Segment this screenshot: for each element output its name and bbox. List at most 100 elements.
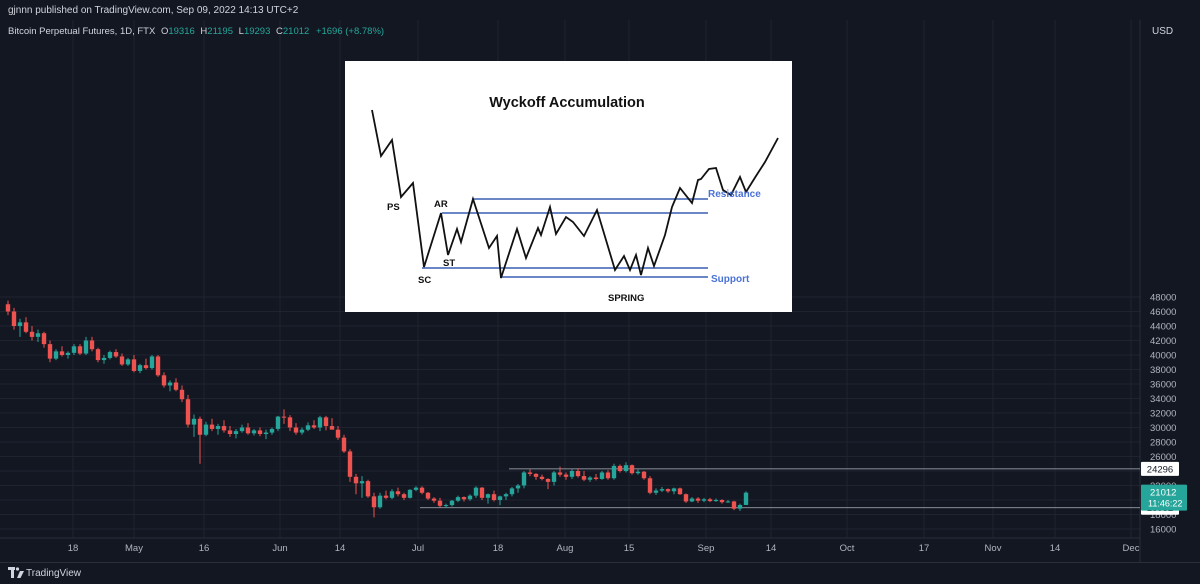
candle [35, 329, 41, 342]
time-axis[interactable]: 18 May 16 Jun 14 Jul 18 Aug 15 Sep 14 Oct 17 Nov 14 Dec [68, 543, 1140, 554]
x-tick-label: 15 [624, 543, 635, 554]
candle [239, 424, 245, 433]
candle [77, 344, 83, 355]
candle [179, 385, 185, 403]
candle [191, 414, 197, 437]
candle [509, 486, 515, 497]
candle [203, 421, 209, 437]
y-tick-label: 38000 [1150, 365, 1176, 376]
y-tick-label: 42000 [1150, 336, 1176, 347]
y-tick-label: 18000 [1150, 510, 1176, 521]
last-price-value: 21012 [1150, 488, 1176, 499]
candle [167, 380, 173, 392]
candle [365, 479, 371, 498]
candle [275, 415, 281, 432]
candle [83, 336, 89, 355]
candle [11, 307, 17, 330]
x-tick-label: Aug [557, 543, 574, 554]
candle [71, 344, 77, 355]
candle [53, 349, 59, 361]
footer-brand: TradingView [26, 568, 82, 579]
candle [359, 476, 365, 498]
label-ar: AR [434, 199, 448, 210]
candle [185, 394, 191, 428]
candle [89, 336, 95, 352]
candle [647, 476, 653, 495]
x-tick-label: Nov [985, 543, 1002, 554]
candle [743, 491, 749, 506]
y-tick-label: 16000 [1150, 525, 1176, 536]
candle [503, 492, 509, 500]
candle [371, 492, 377, 518]
label-resistance: Resistance [708, 189, 761, 200]
y-tick-label: 32000 [1150, 409, 1176, 420]
candle [677, 487, 683, 495]
candle [323, 415, 329, 431]
candle [227, 426, 233, 437]
price-path [371, 109, 779, 279]
y-tick-label: 28000 [1150, 438, 1176, 449]
candle [689, 497, 695, 503]
candle [173, 378, 179, 392]
candle [311, 420, 317, 429]
x-tick-label: Jun [272, 543, 287, 554]
candle [605, 470, 611, 480]
close-value: 21012 [282, 26, 310, 37]
candle [701, 497, 707, 503]
candle [599, 471, 605, 480]
candles [5, 300, 749, 518]
candle [443, 503, 449, 508]
x-tick-label: 18 [493, 543, 504, 554]
x-tick-label: 16 [199, 543, 210, 554]
candle [257, 427, 263, 437]
candle [347, 449, 353, 482]
candle [659, 486, 665, 493]
close-label: C [276, 26, 283, 37]
candle [575, 468, 581, 478]
candle [377, 492, 383, 509]
candle [449, 500, 455, 507]
x-tick-label: Sep [698, 543, 715, 554]
x-tick-label: Jul [412, 543, 424, 554]
candle [479, 486, 485, 500]
candle [731, 500, 737, 511]
candle [527, 469, 533, 477]
candle [209, 418, 215, 432]
low-value: 19293 [243, 26, 271, 37]
x-tick-label: 14 [1050, 543, 1061, 554]
candle [593, 473, 599, 481]
candle [569, 469, 575, 479]
candle [197, 416, 203, 464]
candle [563, 472, 569, 480]
candle [215, 423, 221, 435]
candle [713, 498, 719, 502]
label-ps: PS [387, 202, 400, 213]
symbol-legend: Bitcoin Perpetual Futures, 1D, FTX O1931… [8, 26, 384, 37]
candle [155, 355, 161, 377]
candle [47, 340, 53, 363]
candle [17, 318, 23, 337]
price-tag-24296: 24296 [1141, 461, 1179, 476]
candle [113, 349, 119, 358]
candle [125, 357, 131, 366]
candle [389, 489, 395, 500]
candle [293, 423, 299, 435]
candle [395, 487, 401, 497]
candle [611, 463, 617, 480]
candle [671, 487, 677, 495]
candle [623, 462, 629, 473]
publish-header: gjnnn published on TradingView.com, Sep … [0, 0, 1200, 20]
candle [95, 347, 101, 363]
candle [287, 415, 293, 432]
candle [119, 353, 125, 366]
candle [551, 471, 557, 486]
tradingview-logo-icon [8, 567, 24, 578]
candle [707, 497, 713, 503]
candle [5, 300, 11, 316]
footer-bar: TradingView [0, 562, 1200, 584]
candle [635, 469, 641, 475]
candle [533, 473, 539, 480]
price-axis[interactable]: 1600018000220002600028000300003200034000… [1150, 293, 1176, 536]
